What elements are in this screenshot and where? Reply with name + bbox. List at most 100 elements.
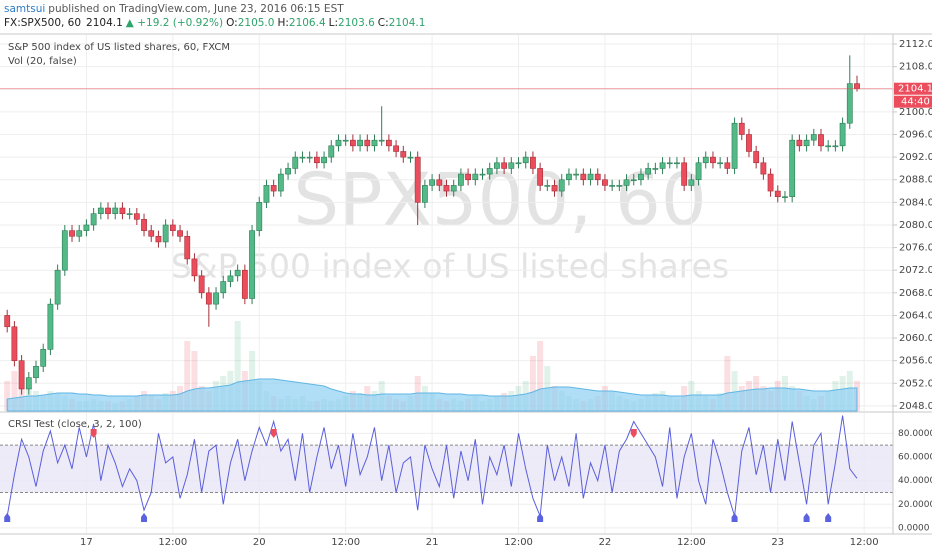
candle-body [414,156,421,203]
y-tick-label: 80.0000 [898,429,932,439]
candle-body [357,139,363,147]
candle-body [688,179,695,186]
volume-bar [537,341,544,411]
x-tick-label: 17 [80,537,93,548]
close-value: 2104.1 [389,17,426,29]
candle-body [566,173,572,181]
volume-bar [11,371,18,411]
volume-bar [234,321,241,411]
last-price: 2104.1 [86,17,123,29]
candle-body [393,145,399,152]
change: ▲ +19.2 (+0.92%) [126,17,223,29]
candle-body [551,185,558,192]
candle-body [292,156,299,169]
y-tick-label: 20.0000 [898,500,932,510]
candle-body [450,185,457,192]
volume-bar [184,341,191,411]
y-tick-label: 2048.0 [899,401,932,412]
candle-body [4,315,11,328]
candle-body [609,185,616,187]
volume-bar [731,371,738,411]
plot-layer [0,35,893,533]
watermark-symbol: SPX500, 60 [293,158,706,242]
low-value: 2103.6 [338,17,375,29]
candle-body [126,213,133,215]
price-tag: 2104.1 [898,84,932,95]
candle-body [263,185,270,203]
candle-body [11,326,18,361]
candle-body [69,230,75,237]
volume-ma-area [6,378,858,412]
candle-body [695,162,702,181]
candle-body [299,156,306,159]
y-tick-label: 60.0000 [898,452,932,462]
candle-body [774,190,781,198]
candle-body [825,145,832,148]
candle-body [486,168,493,175]
publish-info: published on TradingView.com, June 23, 2… [48,3,344,15]
candle-body [400,151,407,158]
candle-body [731,122,738,169]
high-value: 2106.4 [289,17,326,29]
candle-body [443,185,450,192]
candle-body [429,179,435,186]
candle-body [530,156,536,169]
candle-body [652,168,659,170]
buy-signal [537,513,544,522]
buy-signal [731,513,738,522]
candle-body [832,145,839,148]
volume-bar [724,356,731,411]
sell-signal [270,429,277,438]
candle-body [508,162,515,169]
candle-body [119,207,126,214]
candle-body [321,156,327,164]
candle-body [277,173,284,192]
buy-signal [803,513,810,522]
candle-body [421,185,428,203]
candle-body [97,207,104,214]
buy-signal [141,513,148,522]
candle-body [630,179,637,182]
open-value: 2105.0 [238,17,275,29]
candle-body [234,269,241,277]
candle-body [623,179,630,186]
candle-body [112,207,119,214]
close-label: C: [378,17,389,29]
candle-body [479,173,486,176]
indicator-title: CRSI Test (close, 3, 2, 100) [8,419,142,430]
x-tick-label: 21 [426,537,439,548]
band [0,445,893,493]
candle-body [407,156,414,159]
volume-bar [191,351,198,411]
y-tick-label: 2088.0 [899,175,932,186]
candle-body [573,173,580,176]
candle-body [141,219,147,231]
candle-body [155,235,162,243]
candle-body [285,168,291,175]
volume-bar [529,356,536,411]
candle-body [753,151,760,164]
candle-body [746,134,752,152]
y-tick-label: 2068.0 [899,288,932,299]
candle-body [33,366,39,378]
y-tick-label: 40.0000 [898,476,932,486]
y-tick-label: 2056.0 [899,356,932,367]
candle-body [47,303,54,350]
x-tick-label: 12:00 [504,537,533,548]
author[interactable]: samtsui [4,3,45,15]
candle-body [666,162,673,165]
publish-line: samtsui published on TradingView.com, Jun… [4,3,344,15]
low-label: L: [329,17,338,29]
symbol: FX:SPX500, 60 [4,17,81,29]
candle-body [18,360,25,390]
candle-body [436,179,443,186]
candle-body [638,173,644,181]
candle-body [213,292,219,305]
x-tick-label: 12:00 [850,537,879,548]
candle-body [133,213,140,220]
candle-body [371,139,378,147]
watermark-description: S&P 500 index of US listed shares [171,247,729,286]
candle-body [148,230,155,237]
candle-body [378,139,385,142]
open-label: O: [226,17,238,29]
